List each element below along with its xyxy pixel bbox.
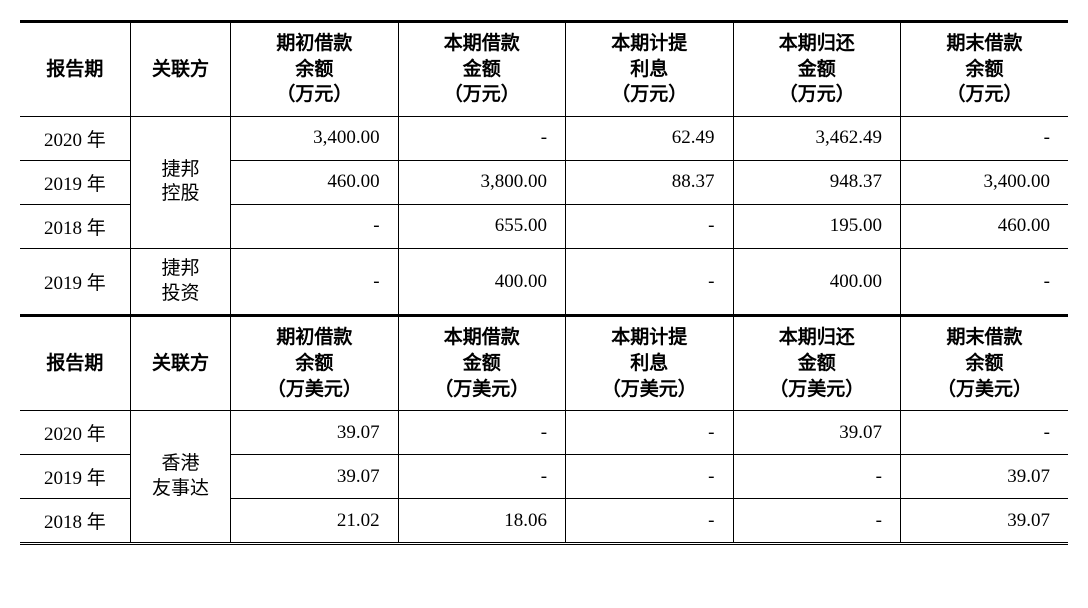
cell-v5: 39.07 [900, 455, 1068, 499]
col-period: 报告期 [20, 316, 130, 411]
cell-v1: 460.00 [231, 160, 398, 204]
cell-period: 2020 年 [20, 116, 130, 160]
cell-v5: - [900, 116, 1068, 160]
table-row: 2020 年 捷邦控股 3,400.00 - 62.49 3,462.49 - [20, 116, 1068, 160]
cell-period: 2018 年 [20, 499, 130, 544]
cell-v3: 62.49 [566, 116, 733, 160]
col-period: 报告期 [20, 22, 130, 117]
cell-v1: - [231, 248, 398, 315]
cell-v1: 39.07 [231, 455, 398, 499]
col-borrow: 本期借款金额（万美元） [398, 316, 565, 411]
cell-period: 2020 年 [20, 411, 130, 455]
cell-v3: - [566, 455, 733, 499]
cell-v4: 400.00 [733, 248, 900, 315]
cell-v2: 18.06 [398, 499, 565, 544]
cell-v2: - [398, 116, 565, 160]
cell-v3: - [566, 248, 733, 315]
col-party: 关联方 [130, 316, 230, 411]
cell-v4: 3,462.49 [733, 116, 900, 160]
header-row: 报告期 关联方 期初借款余额（万元） 本期借款金额（万元） 本期计提利息（万元）… [20, 22, 1068, 117]
col-repay: 本期归还金额（万美元） [733, 316, 900, 411]
cell-v1: 3,400.00 [231, 116, 398, 160]
cell-v5: - [900, 411, 1068, 455]
cell-v3: - [566, 411, 733, 455]
cell-period: 2019 年 [20, 160, 130, 204]
col-interest: 本期计提利息（万美元） [566, 316, 733, 411]
cell-v4: 195.00 [733, 204, 900, 248]
cell-party: 捷邦控股 [130, 116, 230, 248]
cell-period: 2018 年 [20, 204, 130, 248]
cell-v4: - [733, 499, 900, 544]
col-opening: 期初借款余额（万元） [231, 22, 398, 117]
cell-party: 捷邦投资 [130, 248, 230, 315]
cell-v1: 21.02 [231, 499, 398, 544]
cell-v1: - [231, 204, 398, 248]
col-borrow: 本期借款金额（万元） [398, 22, 565, 117]
cell-v4: 948.37 [733, 160, 900, 204]
cell-period: 2019 年 [20, 455, 130, 499]
cell-v3: - [566, 204, 733, 248]
table-wrapper: 报告期 关联方 期初借款余额（万元） 本期借款金额（万元） 本期计提利息（万元）… [20, 20, 1068, 545]
cell-v3: 88.37 [566, 160, 733, 204]
cell-v4: 39.07 [733, 411, 900, 455]
cell-v3: - [566, 499, 733, 544]
cell-v4: - [733, 455, 900, 499]
cell-v2: - [398, 455, 565, 499]
table-row: 2020 年 香港友事达 39.07 - - 39.07 - [20, 411, 1068, 455]
cell-v2: 655.00 [398, 204, 565, 248]
col-opening: 期初借款余额（万美元） [231, 316, 398, 411]
cell-v5: - [900, 248, 1068, 315]
col-closing: 期末借款余额（万元） [900, 22, 1068, 117]
loan-table: 报告期 关联方 期初借款余额（万元） 本期借款金额（万元） 本期计提利息（万元）… [20, 20, 1068, 545]
col-party: 关联方 [130, 22, 230, 117]
cell-v5: 3,400.00 [900, 160, 1068, 204]
col-repay: 本期归还金额（万元） [733, 22, 900, 117]
cell-v5: 39.07 [900, 499, 1068, 544]
cell-v5: 460.00 [900, 204, 1068, 248]
cell-party: 香港友事达 [130, 411, 230, 544]
cell-v1: 39.07 [231, 411, 398, 455]
cell-v2: 400.00 [398, 248, 565, 315]
cell-v2: 3,800.00 [398, 160, 565, 204]
table-row: 2019 年 捷邦投资 - 400.00 - 400.00 - [20, 248, 1068, 315]
cell-period: 2019 年 [20, 248, 130, 315]
cell-v2: - [398, 411, 565, 455]
col-closing: 期末借款余额（万美元） [900, 316, 1068, 411]
col-interest: 本期计提利息（万元） [566, 22, 733, 117]
header-row: 报告期 关联方 期初借款余额（万美元） 本期借款金额（万美元） 本期计提利息（万… [20, 316, 1068, 411]
